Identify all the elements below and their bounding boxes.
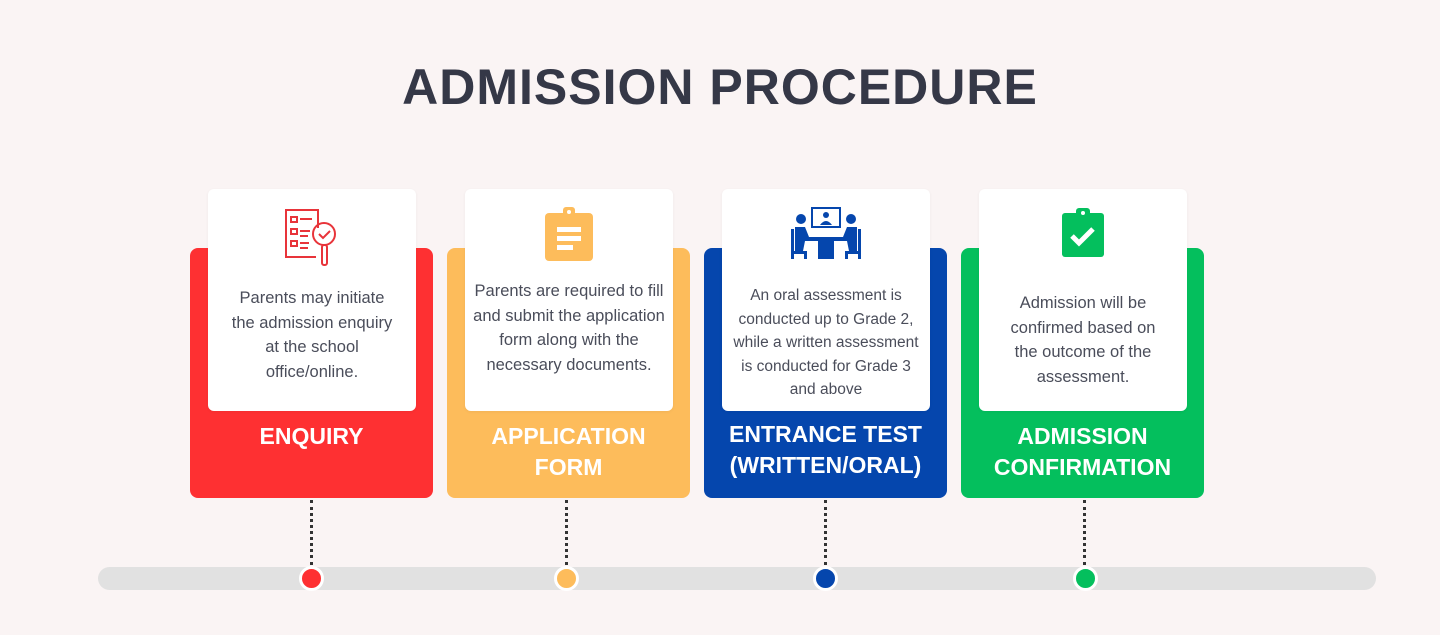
interview-icon: [791, 207, 861, 259]
timeline-dot-entrance-test: [813, 566, 838, 591]
connector-line: [310, 500, 313, 565]
timeline-dot-enquiry: [299, 566, 324, 591]
clipboard-check-icon: [1062, 208, 1104, 257]
timeline-dot-application: [554, 566, 579, 591]
step-description: Parents are required to fill and submit …: [473, 282, 665, 374]
step-label: ADMISSION CONFIRMATION: [993, 423, 1172, 480]
step-card-application: Parents are required to fill and submit …: [465, 189, 673, 411]
step-description: An oral assessment is conducted up to Gr…: [733, 287, 919, 398]
step-card-confirmation: Admission will be confirmed based on the…: [979, 189, 1187, 411]
checklist-magnifier-icon: [285, 209, 336, 266]
step-label: ENQUIRY: [259, 423, 364, 449]
step-card-entrance-test: An oral assessment is conducted up to Gr…: [722, 189, 930, 411]
timeline-dot-confirmation: [1073, 566, 1098, 591]
step-label: ENTRANCE TEST (WRITTEN/ORAL): [729, 421, 922, 478]
step-description: Admission will be confirmed based on the…: [1010, 294, 1156, 386]
clipboard-icon: [545, 207, 593, 261]
step-label: APPLICATION FORM: [491, 423, 646, 480]
step-card-enquiry: Parents may initiate the admission enqui…: [208, 189, 416, 411]
page-title: ADMISSION PROCEDURE: [402, 59, 1038, 115]
connector-line: [824, 500, 827, 565]
step-description: Parents may initiate the admission enqui…: [231, 289, 393, 381]
connector-line: [1083, 500, 1086, 565]
timeline-track: [98, 567, 1376, 590]
connector-line: [565, 500, 568, 565]
